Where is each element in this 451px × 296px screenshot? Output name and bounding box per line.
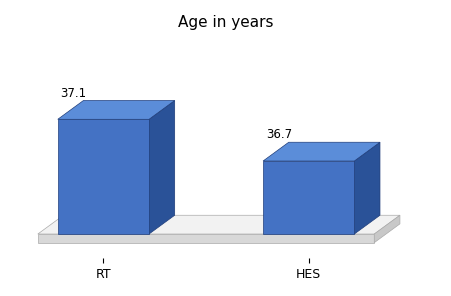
Polygon shape: [58, 119, 149, 234]
Text: 37.1: 37.1: [60, 87, 87, 100]
Polygon shape: [262, 142, 379, 161]
Text: 36.7: 36.7: [265, 128, 291, 141]
Polygon shape: [149, 101, 174, 234]
Polygon shape: [262, 161, 354, 234]
Polygon shape: [373, 215, 399, 243]
Title: Age in years: Age in years: [178, 15, 273, 30]
Polygon shape: [38, 234, 373, 243]
Polygon shape: [58, 101, 174, 119]
Polygon shape: [354, 142, 379, 234]
Polygon shape: [38, 215, 399, 234]
